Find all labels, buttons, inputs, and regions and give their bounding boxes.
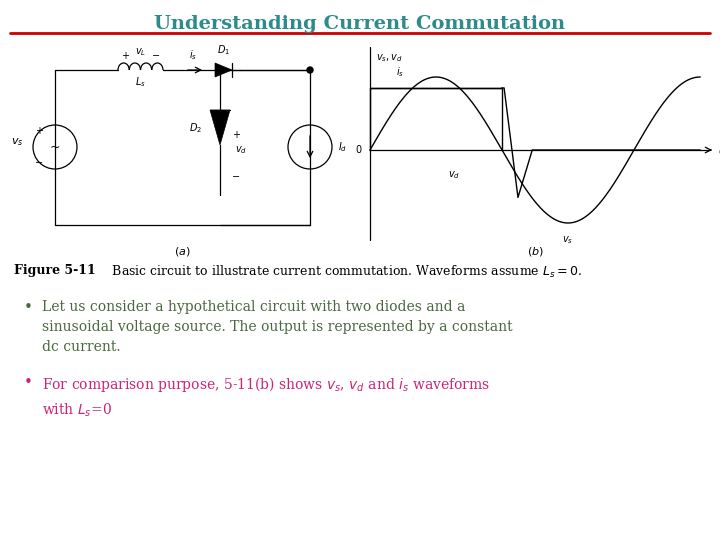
Text: •: • <box>24 375 32 390</box>
Text: 0: 0 <box>356 145 362 155</box>
Polygon shape <box>210 110 230 145</box>
Text: $\omega t$: $\omega t$ <box>718 144 720 156</box>
Text: $I_d$: $I_d$ <box>338 140 347 154</box>
Text: Let us consider a hypothetical circuit with two diodes and a
sinusoidal voltage : Let us consider a hypothetical circuit w… <box>42 300 513 354</box>
Text: $v_L$: $v_L$ <box>135 46 146 58</box>
Text: $i_s$: $i_s$ <box>189 48 197 62</box>
Text: Understanding Current Commutation: Understanding Current Commutation <box>154 15 566 33</box>
Text: −: − <box>35 158 43 168</box>
Text: $v_s, v_d$: $v_s, v_d$ <box>376 52 402 64</box>
Text: $v_s$: $v_s$ <box>11 136 23 148</box>
Text: $(a)$: $(a)$ <box>174 245 190 258</box>
Circle shape <box>307 67 313 73</box>
Text: $L_s$: $L_s$ <box>135 75 146 89</box>
Text: Basic circuit to illustrate current commutation. Waveforms assume $L_s = 0$.: Basic circuit to illustrate current comm… <box>100 264 582 280</box>
Text: $D_1$: $D_1$ <box>217 43 230 57</box>
Text: Figure 5-11: Figure 5-11 <box>14 264 96 277</box>
Text: ~: ~ <box>50 140 60 153</box>
Text: $v_d$: $v_d$ <box>235 144 247 156</box>
Text: •: • <box>24 300 32 315</box>
Text: +: + <box>35 126 43 136</box>
Text: −: − <box>152 51 160 61</box>
Text: $v_s$: $v_s$ <box>562 234 574 246</box>
Text: $i_s$: $i_s$ <box>396 65 404 79</box>
Text: For comparison purpose, 5-11(b) shows $v_s$, $v_d$ and $i_s$ waveforms
with $L_s: For comparison purpose, 5-11(b) shows $v… <box>42 375 490 418</box>
Text: +: + <box>121 51 129 61</box>
FancyBboxPatch shape <box>5 40 715 265</box>
Text: $D_2$: $D_2$ <box>189 121 202 135</box>
Text: $v_d$: $v_d$ <box>448 170 460 181</box>
Polygon shape <box>215 63 232 77</box>
Text: +: + <box>232 130 240 140</box>
Text: −: − <box>232 172 240 182</box>
Text: $(b)$: $(b)$ <box>526 245 544 258</box>
